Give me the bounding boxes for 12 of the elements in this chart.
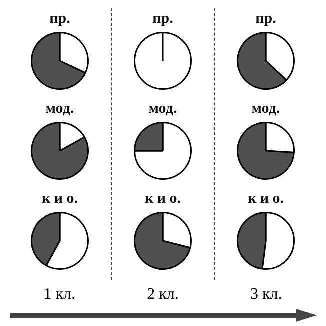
chart-title: к и о.	[248, 190, 285, 207]
chart-title: пр.	[152, 10, 174, 27]
chart-title: мод.	[148, 100, 178, 117]
chart-title: пр.	[256, 10, 277, 27]
chart-title: пр.	[49, 10, 70, 27]
chart-title: мод.	[252, 100, 281, 117]
text: 3 кл.	[250, 286, 282, 304]
chart-title: мод.	[45, 100, 74, 117]
chart-title: к и о.	[144, 190, 182, 207]
text: 1 кл.	[44, 286, 76, 304]
text: 2 кл.	[147, 286, 179, 304]
chart-title: к и о.	[42, 190, 78, 207]
